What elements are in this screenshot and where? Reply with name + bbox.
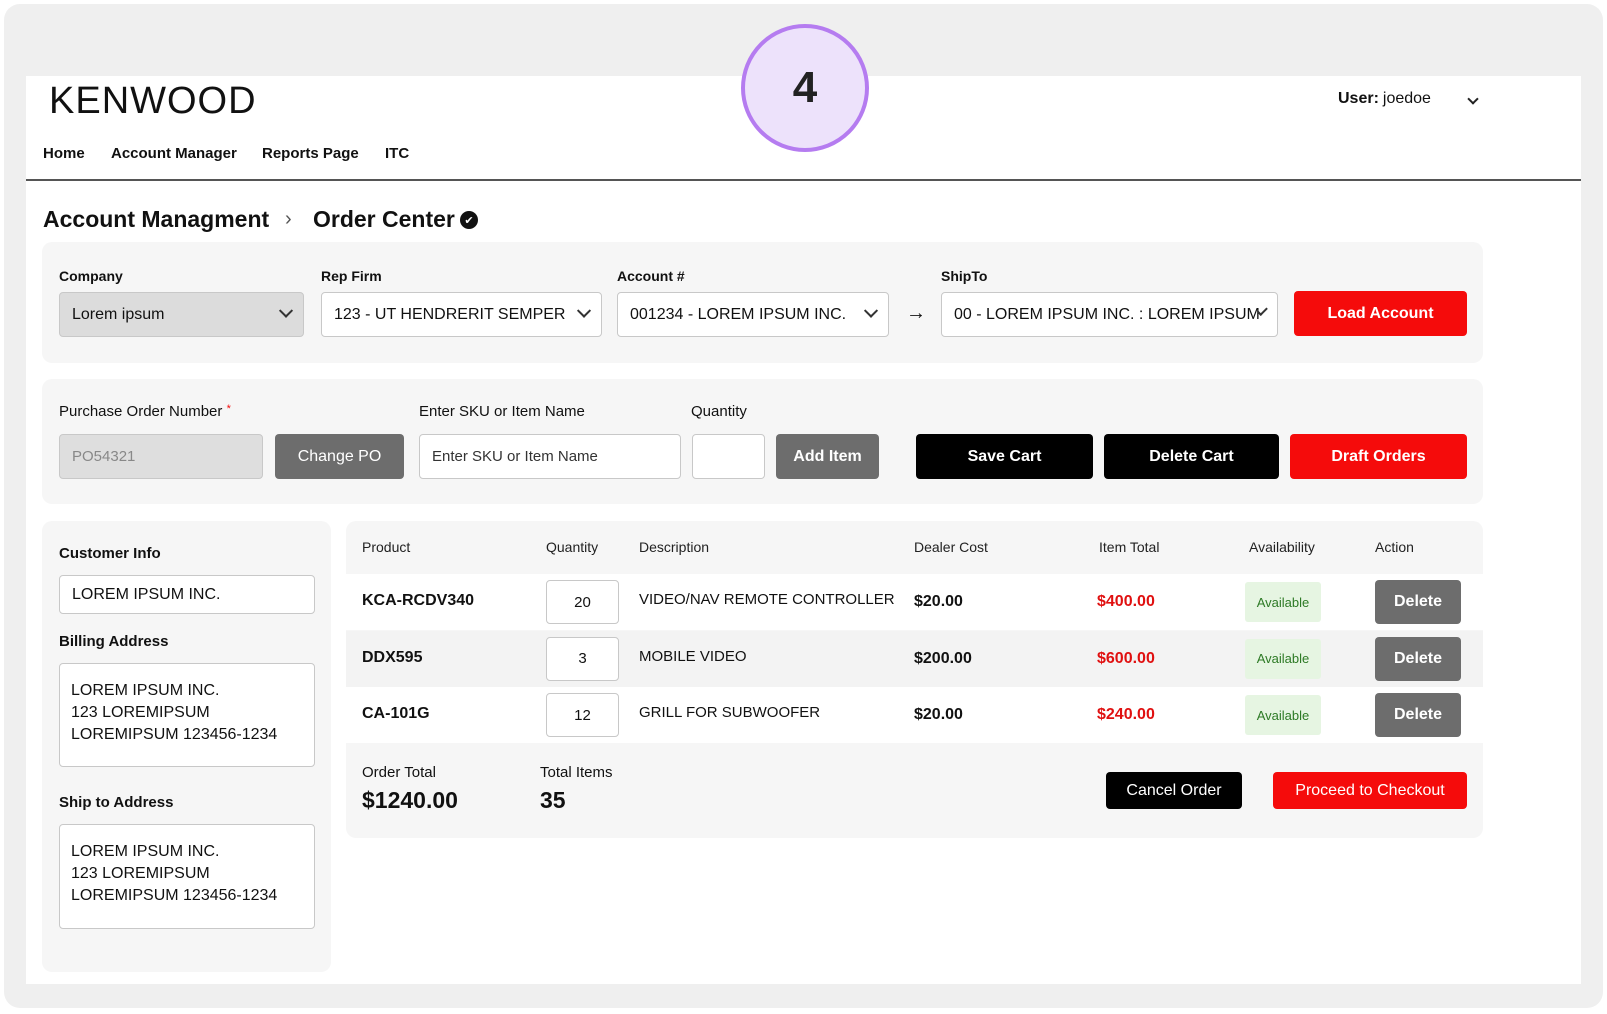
shipto-select[interactable]: 00 - LOREM IPSUM INC. : LOREM IPSUM [941,292,1278,337]
breadcrumb-current: Order Center [313,206,455,232]
item-total: $400.00 [1097,593,1155,610]
arrow-icon: → [906,302,926,324]
section-title: Customer Info [59,545,161,562]
nav-link[interactable]: Account Manager [111,145,237,162]
field-label: ShipTo [941,268,988,284]
field-label: Quantity [691,403,747,420]
product-code: DDX595 [362,648,423,666]
add-item-button[interactable]: Add Item [776,434,879,479]
description: MOBILE VIDEO [639,647,747,665]
column-header: Product [362,539,411,555]
delete-cart-button[interactable]: Delete Cart [1104,434,1279,479]
select-value: 001234 - LOREM IPSUM INC. [630,305,847,323]
quantity-input[interactable]: 3 [546,636,619,681]
billing-address[interactable]: LOREM IPSUM INC. 123 LOREMIPSUM LOREMIPSUM… [59,663,315,767]
column-header: Dealer Cost [914,539,988,555]
cancel-order-button[interactable]: Cancel Order [1106,772,1242,809]
total-items: 35 [540,787,566,813]
product-code: CA-101G [362,705,430,722]
column-header: Availability [1249,539,1315,555]
address-line: 123 LOREMIPSUM [71,704,210,721]
select-value: 123 - UT HENDRERIT SEMPER [334,305,566,323]
product-code: KCA-RCDV340 [362,592,475,609]
dealer-cost: $20.00 [914,706,963,723]
user-menu[interactable]: User: joedoe [1338,90,1479,108]
company-select[interactable]: Lorem ipsum [59,292,304,337]
total-label: Total Items [540,764,613,781]
item-total: $600.00 [1097,649,1155,667]
user-label: User: [1338,90,1379,107]
breadcrumb-link[interactable]: Account Managment [43,206,270,232]
chevron [1467,93,1479,105]
section-title: Ship to Address [59,794,174,811]
item-total: $240.00 [1097,706,1155,723]
column-header: Description [639,539,710,555]
draft-orders-button[interactable]: Draft Orders [1290,434,1467,479]
select-value: 00 - LOREM IPSUM INC. : LOREM IPSUM [954,305,1260,323]
sku-input[interactable]: Enter SKU or Item Name [419,434,681,479]
rep-firm-select[interactable]: 123 - UT HENDRERIT SEMPER [321,292,602,337]
nav-link[interactable]: Home [43,145,85,162]
address-line: LOREMIPSUM 123456-1234 [71,887,278,904]
po-label: Purchase Order Number [59,403,223,420]
change-po-button[interactable]: Change PO [275,434,404,479]
column-header: Item Total [1099,539,1160,555]
step-badge: 4 [741,24,869,152]
quantity-input[interactable]: 12 [546,693,619,737]
delete-button[interactable]: Delete [1375,580,1461,624]
save-cart-button[interactable]: Save Cart [916,434,1093,479]
field-label: Account # [617,268,685,284]
column-header: Quantity [546,539,599,555]
delete-button[interactable]: Delete [1375,636,1461,681]
divider [26,179,1581,181]
address-line: LOREMIPSUM 123456-1234 [71,726,278,743]
delete-button[interactable]: Delete [1375,693,1461,737]
availability-badge: Available [1245,638,1321,679]
dealer-cost: $200.00 [914,649,972,667]
column-header: Action [1375,539,1414,555]
order-total: $1240.00 [362,787,458,813]
breadcrumb-separator: › [285,208,292,230]
po-input: PO54321 [59,434,263,479]
field-label: Rep Firm [321,268,382,284]
customer-name-input[interactable]: LOREM IPSUM INC. [59,575,315,614]
field-label: Enter SKU or Item Name [419,403,585,420]
dealer-cost: $20.00 [914,593,963,610]
total-label: Order Total [362,764,436,781]
ship-address[interactable]: LOREM IPSUM INC. 123 LOREMIPSUM LOREMIPSUM… [59,824,315,929]
quantity-input[interactable] [692,434,765,479]
check-icon: ✔ [460,211,478,229]
account-select[interactable]: 001234 - LOREM IPSUM INC. [617,292,889,337]
field-label: Purchase Order Number * [59,403,231,420]
logo: KENWOOD [49,80,257,122]
availability-badge: Available [1245,582,1321,622]
availability-badge: Available [1245,695,1321,735]
quantity-input[interactable]: 20 [546,580,619,624]
address-line: LOREM IPSUM INC. [71,682,220,699]
description: VIDEO/NAV REMOTE CONTROLLER [639,591,895,608]
nav-link[interactable]: ITC [385,145,410,162]
description: GRILL FOR SUBWOOFER [639,704,821,721]
field-label: Company [59,268,123,284]
user-name: joedoe [1382,90,1431,107]
nav-link[interactable]: Reports Page [262,145,359,162]
section-title: Billing Address [59,633,169,650]
address-line: 123 LOREMIPSUM [71,865,210,882]
required-mark: * [226,403,231,415]
address-line: LOREM IPSUM INC. [71,843,220,860]
load-account-button[interactable]: Load Account [1294,291,1467,336]
checkout-button[interactable]: Proceed to Checkout [1273,772,1467,809]
select-value: Lorem ipsum [72,305,165,323]
